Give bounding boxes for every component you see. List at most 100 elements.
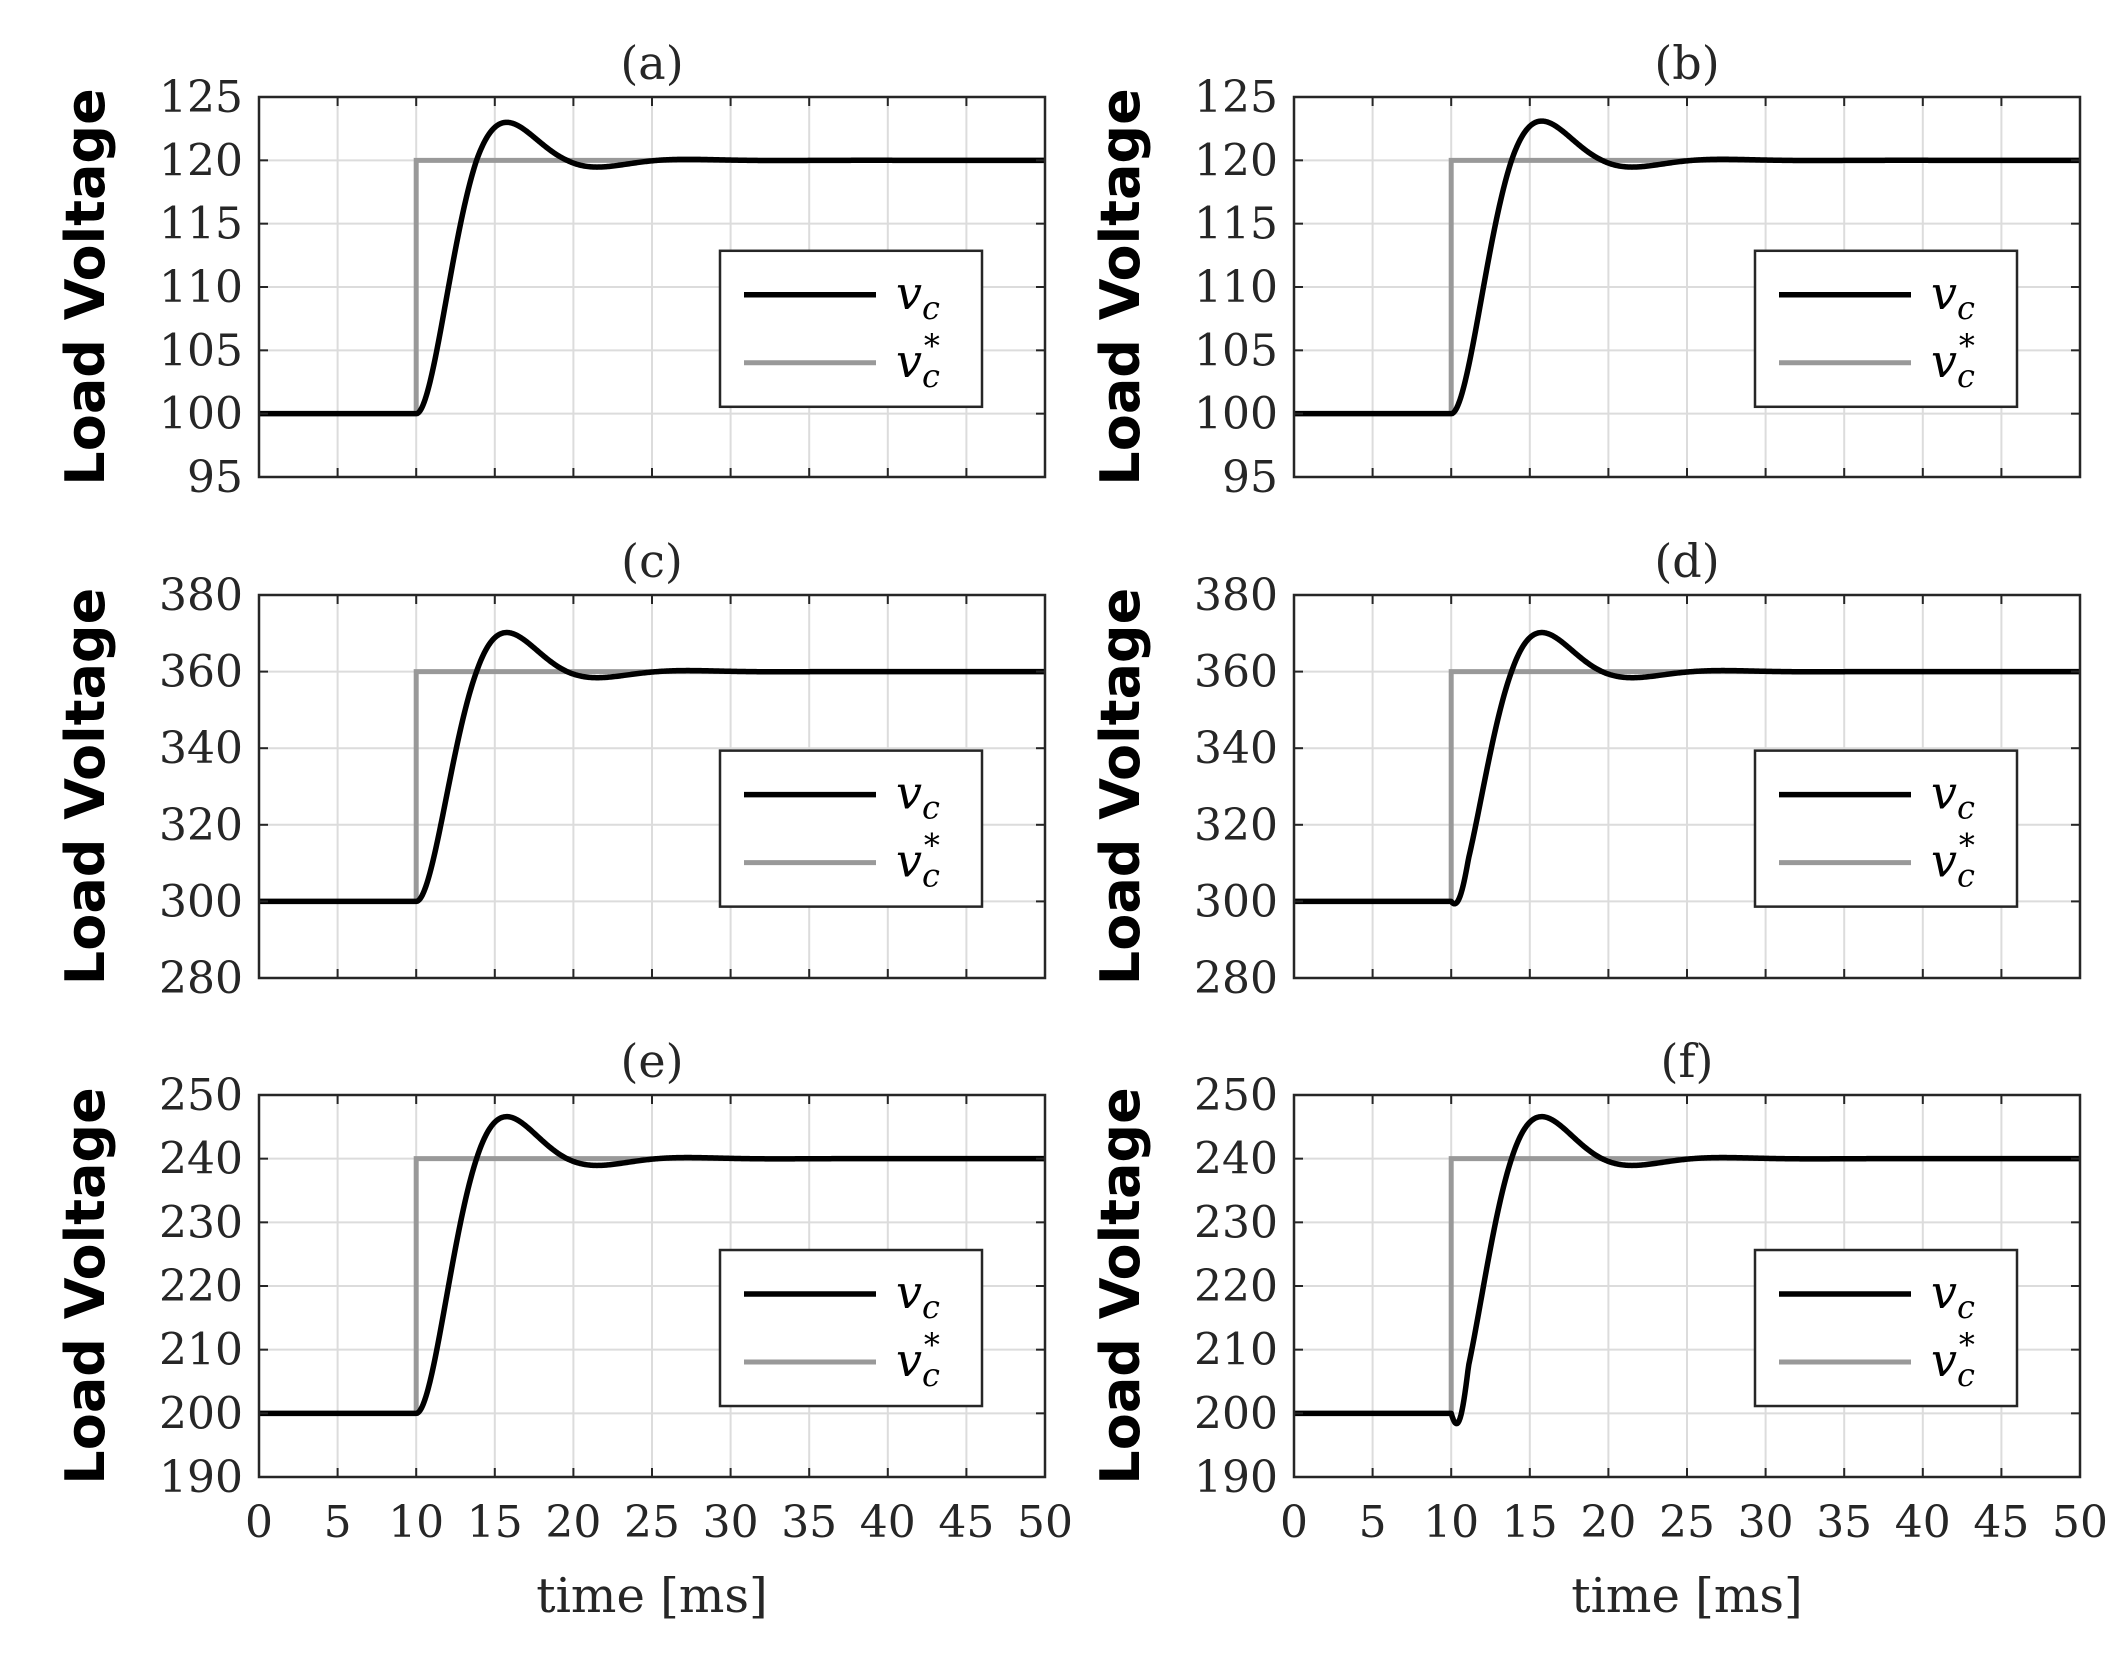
- y-tick-label: 360: [159, 647, 243, 698]
- legend-superscript: *: [1959, 1326, 1975, 1364]
- y-tick-label: 360: [1194, 647, 1278, 698]
- legend-subscript: c: [1957, 289, 1975, 327]
- y-tick-label: 120: [159, 135, 243, 186]
- y-tick-label: 210: [1194, 1325, 1278, 1376]
- x-tick-label: 30: [1738, 1497, 1794, 1548]
- x-tick-label: 0: [1280, 1497, 1308, 1548]
- y-tick-label: 220: [1194, 1261, 1278, 1312]
- x-tick-label: 15: [1502, 1497, 1558, 1548]
- legend-label-vc-ref: vc*: [896, 1326, 940, 1394]
- y-axis-label: Load Voltage: [1089, 88, 1152, 485]
- panel-title: (f): [1661, 1034, 1714, 1088]
- x-tick-label: 45: [938, 1497, 994, 1548]
- legend-box: [718, 749, 984, 908]
- legend-subscript: c: [1957, 1288, 1975, 1326]
- x-axis-label: time [ms]: [536, 1568, 767, 1624]
- legend-subscript: c: [922, 1356, 940, 1394]
- y-tick-label: 105: [159, 325, 243, 376]
- y-tick-label: 320: [1194, 800, 1278, 851]
- y-tick-label: 110: [159, 262, 243, 313]
- y-tick-label: 320: [159, 800, 243, 851]
- x-tick-label: 30: [703, 1497, 759, 1548]
- legend-subscript: c: [1957, 357, 1975, 395]
- y-tick-label: 300: [159, 876, 243, 927]
- panel-title: (d): [1654, 534, 1719, 588]
- y-tick-label: 200: [1194, 1388, 1278, 1439]
- y-tick-label: 95: [187, 452, 243, 503]
- x-tick-label: 10: [1423, 1497, 1479, 1548]
- y-axis-label: Load Voltage: [54, 88, 117, 485]
- x-tick-label: 10: [388, 1497, 444, 1548]
- legend-box: [1753, 249, 2019, 409]
- legend-subscript: c: [922, 357, 940, 395]
- x-tick-label: 5: [324, 1497, 352, 1548]
- y-tick-label: 380: [159, 570, 243, 621]
- y-axis-label: Load Voltage: [1089, 588, 1152, 985]
- legend-box: [718, 249, 984, 409]
- x-tick-label: 20: [545, 1497, 601, 1548]
- y-tick-label: 100: [1194, 389, 1278, 440]
- y-tick-label: 380: [1194, 570, 1278, 621]
- y-tick-label: 230: [1194, 1197, 1278, 1248]
- y-tick-label: 110: [1194, 262, 1278, 313]
- x-tick-label: 25: [1659, 1497, 1715, 1548]
- y-axis-label: Load Voltage: [54, 588, 117, 985]
- legend-box: [718, 1248, 984, 1408]
- x-tick-label: 35: [781, 1497, 837, 1548]
- y-tick-label: 340: [1194, 723, 1278, 774]
- y-axis-label: Load Voltage: [54, 1087, 117, 1484]
- y-tick-label: 340: [159, 723, 243, 774]
- legend-subscript: c: [922, 289, 940, 327]
- y-tick-label: 240: [159, 1134, 243, 1185]
- y-tick-label: 95: [1222, 452, 1278, 503]
- legend-superscript: *: [924, 1326, 940, 1364]
- y-tick-label: 210: [159, 1325, 243, 1376]
- y-tick-label: 230: [159, 1197, 243, 1248]
- panel-title: (a): [620, 36, 683, 90]
- legend-label-vc-ref: vc*: [896, 827, 940, 895]
- y-tick-label: 125: [159, 72, 243, 123]
- y-tick-label: 100: [159, 389, 243, 440]
- y-tick-label: 105: [1194, 325, 1278, 376]
- x-tick-label: 45: [1973, 1497, 2029, 1548]
- x-tick-label: 50: [1017, 1497, 1073, 1548]
- legend-superscript: *: [924, 827, 940, 865]
- y-tick-label: 190: [159, 1452, 243, 1503]
- y-tick-label: 250: [159, 1070, 243, 1121]
- series-vc-line: [1292, 1113, 2082, 1427]
- series-vc-line: [257, 119, 1047, 417]
- y-tick-label: 115: [159, 199, 243, 250]
- panel-title: (e): [620, 1034, 683, 1088]
- y-tick-label: 120: [1194, 135, 1278, 186]
- x-tick-label: 25: [624, 1497, 680, 1548]
- x-tick-label: 40: [860, 1497, 916, 1548]
- y-tick-label: 200: [159, 1388, 243, 1439]
- x-tick-label: 15: [467, 1497, 523, 1548]
- legend-label-vc: vc: [1931, 266, 1975, 327]
- panel-title: (c): [621, 534, 683, 588]
- y-tick-label: 220: [159, 1261, 243, 1312]
- legend-subscript: c: [1957, 1356, 1975, 1394]
- series-vc-line: [257, 1113, 1047, 1417]
- y-axis-label: Load Voltage: [1089, 1087, 1152, 1484]
- x-tick-label: 50: [2052, 1497, 2108, 1548]
- legend-label-vc-ref: vc*: [1931, 827, 1975, 895]
- y-tick-label: 125: [1194, 72, 1278, 123]
- x-tick-label: 20: [1580, 1497, 1636, 1548]
- y-tick-label: 115: [1194, 199, 1278, 250]
- y-tick-label: 280: [159, 953, 243, 1004]
- legend-label-vc-ref: vc*: [896, 327, 940, 395]
- legend-box: [1753, 749, 2019, 908]
- legend-superscript: *: [924, 327, 940, 365]
- x-tick-label: 40: [1895, 1497, 1951, 1548]
- panel-e: 190 200 210 220 230 240 250 0 5 10 15 20 25 30 35 40 45 5…: [54, 1034, 1073, 1624]
